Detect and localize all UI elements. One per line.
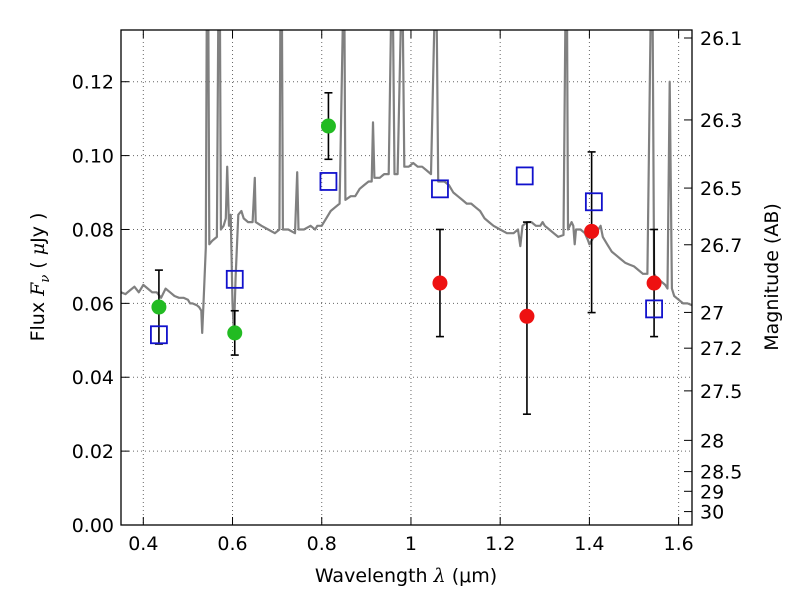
photometry-markers: [150, 91, 663, 415]
x-tick-label: 0.4: [128, 533, 158, 555]
x-tick-label: 0.6: [217, 533, 247, 555]
x-tick-label: 1.6: [664, 533, 694, 555]
magnitude-tick-label: 27: [700, 302, 724, 324]
x-tick-label: 1: [405, 533, 417, 555]
x-axis-title: Wavelength λ (μm): [315, 565, 497, 587]
data-point-circle: [320, 118, 336, 134]
data-point-square: [584, 192, 603, 212]
data-point-circle: [646, 275, 662, 291]
x-tick-label: 1.4: [574, 533, 604, 555]
data-point-circle: [227, 325, 243, 341]
magnitude-tick-label: 27.5: [700, 381, 742, 403]
data-point-square: [431, 179, 449, 199]
data-point-square: [319, 172, 338, 191]
y-tick-label: 0.06: [72, 293, 114, 315]
y-tick-label: 0.10: [72, 146, 114, 168]
data-point-square: [225, 269, 244, 289]
spectrum-series: [121, 30, 692, 334]
y-axis-title: Flux Fν ( μJy ): [27, 213, 53, 342]
gridlines: [121, 30, 692, 526]
y-tick-label: 0.02: [72, 441, 114, 463]
magnitude-tick-label: 26.7: [700, 235, 742, 257]
y-tick-label: 0.04: [72, 367, 114, 389]
magnitude-tick-label: 28.5: [700, 462, 742, 484]
magnitude-tick-label: 30: [700, 502, 724, 524]
data-point-square: [150, 325, 168, 345]
magnitude-tick-label: 26.5: [700, 178, 742, 200]
data-point-square: [645, 299, 663, 319]
plot-frame: [120, 29, 693, 526]
y-tick-label: 0.12: [72, 72, 114, 94]
data-point-square: [515, 166, 534, 186]
data-point-circle: [432, 275, 448, 291]
x-tick-label: 0.8: [307, 533, 337, 555]
model-spectrum-line: [121, 30, 692, 334]
data-point-circle: [584, 223, 600, 239]
axes: [120, 29, 693, 526]
data-point-circle: [519, 308, 535, 324]
y-tick-label: 0.00: [72, 515, 114, 537]
x-tick-label: 1.2: [485, 533, 515, 555]
magnitude-tick-label: 26.1: [700, 28, 742, 50]
y-tick-label: 0.08: [72, 219, 114, 241]
magnitude-tick-label: 29: [700, 481, 724, 503]
magnitude-tick-label: 26.3: [700, 110, 742, 132]
magnitude-tick-label: 28: [700, 430, 724, 452]
data-point-circle: [151, 299, 167, 315]
right-axis-title: Magnitude (AB): [761, 203, 783, 351]
magnitude-tick-label: 27.2: [700, 338, 742, 360]
